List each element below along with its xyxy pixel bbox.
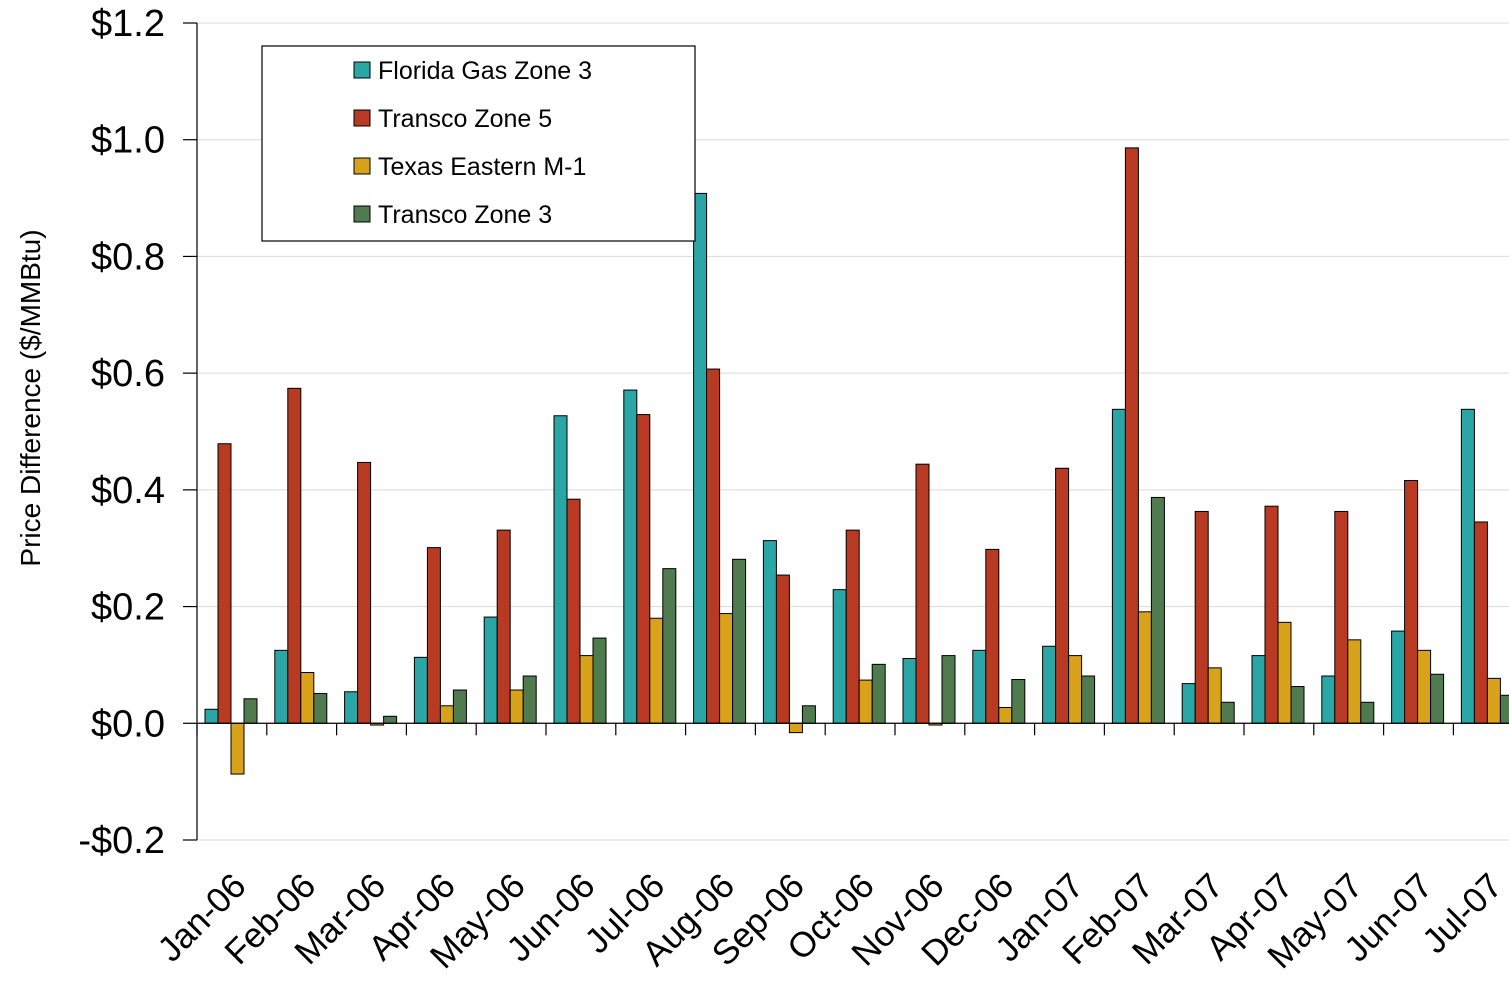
y-tick-label: $0.6 <box>91 353 165 395</box>
bar-transco-zone-5-feb-07 <box>1124 147 1139 724</box>
bar-transco-zone-3-feb-07 <box>1150 496 1165 724</box>
y-tick-labels: -$0.2 $0.0 $0.2 $0.4 $0.6 $0.8 $1.0 $1.2 <box>78 3 165 862</box>
bar-florida-gas-zone-3-apr-07 <box>1251 655 1266 724</box>
bar-transco-zone-3-jul-06 <box>662 568 677 724</box>
bar-florida-gas-zone-3-jun-06 <box>553 415 568 724</box>
bar-texas-eastern-m-1-aug-06 <box>719 613 734 724</box>
bar-texas-eastern-m-1-oct-06 <box>858 679 873 724</box>
bar-transco-zone-5-mar-06 <box>357 461 372 724</box>
bar-texas-eastern-m-1-feb-06 <box>300 672 315 724</box>
y-tick-label: $1.2 <box>91 3 165 45</box>
bar-transco-zone-3-nov-06 <box>941 655 956 724</box>
bar-texas-eastern-m-1-apr-06 <box>439 705 454 724</box>
bar-transco-zone-5-oct-06 <box>845 529 860 724</box>
bar-texas-eastern-m-1-jan-07 <box>1068 655 1083 724</box>
bar-transco-zone-3-mar-06 <box>383 715 398 724</box>
bar-transco-zone-3-jan-07 <box>1081 675 1096 724</box>
y-tick-label: $0.8 <box>91 236 165 278</box>
bar-florida-gas-zone-3-aug-06 <box>693 192 708 724</box>
legend-swatch <box>353 109 371 127</box>
bar-transco-zone-5-apr-07 <box>1264 505 1279 724</box>
bar-transco-zone-5-jan-07 <box>1055 467 1070 724</box>
bar-transco-zone-3-may-07 <box>1360 701 1375 724</box>
bar-texas-eastern-m-1-mar-07 <box>1207 667 1222 724</box>
bar-texas-eastern-m-1-sep-06 <box>788 722 803 734</box>
bar-texas-eastern-m-1-dec-06 <box>998 707 1013 724</box>
bar-transco-zone-5-jun-07 <box>1404 480 1419 724</box>
axes <box>183 22 1509 841</box>
legend: Florida Gas Zone 3 Transco Zone 5 Texas Ea… <box>261 45 696 242</box>
y-tick-label: $0.2 <box>91 587 165 629</box>
bar-florida-gas-zone-3-apr-06 <box>413 656 428 724</box>
y-tick-label: $0.0 <box>91 703 165 745</box>
bar-florida-gas-zone-3-dec-06 <box>972 649 987 724</box>
bar-florida-gas-zone-3-nov-06 <box>902 658 917 724</box>
legend-swatch <box>353 205 371 223</box>
legend-swatch <box>353 61 371 79</box>
bar-transco-zone-5-jul-06 <box>636 414 651 724</box>
bar-transco-zone-5-jun-06 <box>566 498 581 724</box>
bar-florida-gas-zone-3-may-07 <box>1321 675 1336 724</box>
bar-transco-zone-3-dec-06 <box>1011 679 1026 724</box>
bar-transco-zone-3-feb-06 <box>313 693 328 724</box>
bar-florida-gas-zone-3-mar-07 <box>1181 683 1196 724</box>
bar-transco-zone-3-apr-07 <box>1290 686 1305 724</box>
legend-label: Florida Gas Zone 3 <box>378 57 592 85</box>
bar-transco-zone-5-feb-06 <box>287 387 302 724</box>
bar-texas-eastern-m-1-jul-06 <box>649 617 664 724</box>
bar-transco-zone-5-jul-07 <box>1473 521 1488 724</box>
bar-transco-zone-5-sep-06 <box>775 574 790 724</box>
bar-florida-gas-zone-3-feb-07 <box>1111 408 1126 724</box>
bar-transco-zone-3-may-06 <box>522 675 537 724</box>
bar-transco-zone-3-mar-07 <box>1220 701 1235 724</box>
y-tick-label: -$0.2 <box>78 820 165 862</box>
bar-transco-zone-3-jun-07 <box>1430 673 1445 724</box>
bar-texas-eastern-m-1-jan-06 <box>230 722 245 775</box>
bar-transco-zone-5-may-07 <box>1334 510 1349 724</box>
bar-florida-gas-zone-3-jun-07 <box>1391 630 1406 724</box>
bar-texas-eastern-m-1-feb-07 <box>1137 611 1152 724</box>
bar-transco-zone-5-nov-06 <box>915 463 930 724</box>
y-tick-label: $0.4 <box>91 470 165 512</box>
bar-florida-gas-zone-3-jan-06 <box>204 708 219 724</box>
bar-transco-zone-3-jun-06 <box>592 637 607 724</box>
bar-texas-eastern-m-1-jul-07 <box>1486 677 1501 724</box>
bar-texas-eastern-m-1-may-06 <box>509 689 524 724</box>
legend-label: Texas Eastern M-1 <box>378 153 586 181</box>
bar-transco-zone-5-may-06 <box>496 529 511 724</box>
bar-transco-zone-5-dec-06 <box>985 548 1000 724</box>
x-tick-labels: Jan-06Feb-06Mar-06Apr-06May-06Jun-06Jul-… <box>150 866 1509 976</box>
legend-label: Transco Zone 5 <box>378 105 552 133</box>
bar-florida-gas-zone-3-feb-06 <box>274 649 289 724</box>
bar-transco-zone-3-jan-06 <box>243 698 258 724</box>
bar-transco-zone-5-mar-07 <box>1194 510 1209 724</box>
bar-florida-gas-zone-3-jul-07 <box>1460 408 1475 724</box>
bars <box>204 147 1509 775</box>
bar-transco-zone-3-apr-06 <box>452 689 467 724</box>
bar-florida-gas-zone-3-oct-06 <box>832 589 847 724</box>
bar-florida-gas-zone-3-jan-07 <box>1042 645 1057 724</box>
bar-florida-gas-zone-3-mar-06 <box>344 691 359 724</box>
bar-transco-zone-5-aug-06 <box>706 368 721 724</box>
x-tick-label: Jul-07 <box>1415 866 1509 961</box>
bar-florida-gas-zone-3-may-06 <box>483 616 498 724</box>
legend-label: Transco Zone 3 <box>378 201 552 229</box>
bar-texas-eastern-m-1-may-07 <box>1347 639 1362 724</box>
bar-texas-eastern-m-1-jun-07 <box>1417 649 1432 724</box>
bar-transco-zone-3-oct-06 <box>871 663 886 724</box>
bar-florida-gas-zone-3-jul-06 <box>623 389 638 724</box>
bar-transco-zone-3-aug-06 <box>732 558 747 724</box>
bar-florida-gas-zone-3-sep-06 <box>762 540 777 724</box>
bar-transco-zone-5-jan-06 <box>217 443 232 724</box>
y-axis-label: Price Difference ($/MMBtu) <box>15 229 46 566</box>
bar-transco-zone-5-apr-06 <box>426 547 441 724</box>
bar-texas-eastern-m-1-apr-07 <box>1277 621 1292 724</box>
bar-texas-eastern-m-1-jun-06 <box>579 655 594 724</box>
bar-transco-zone-3-sep-06 <box>801 705 816 724</box>
legend-box <box>261 45 696 242</box>
bar-transco-zone-3-jul-07 <box>1499 694 1509 724</box>
y-tick-label: $1.0 <box>91 120 165 162</box>
legend-swatch <box>353 157 371 175</box>
